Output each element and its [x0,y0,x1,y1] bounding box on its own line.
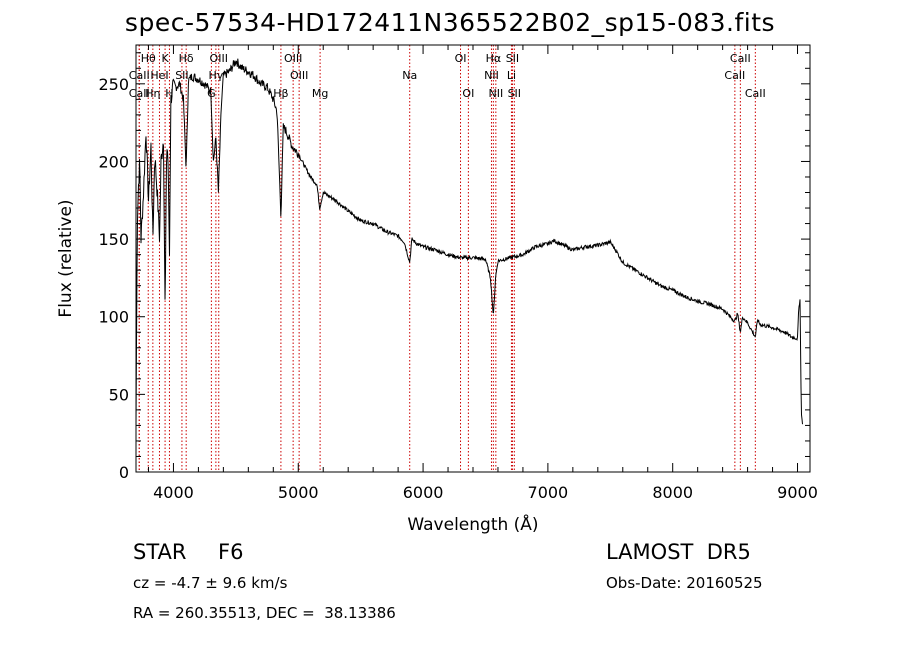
y-tick-label: 200 [98,152,129,171]
y-tick-label: 100 [98,308,129,327]
x-tick-label: 7000 [528,483,569,502]
x-tick-label: 4000 [153,483,194,502]
spectrum-series-line [135,58,803,426]
x-tick-label: 8000 [652,483,693,502]
chart-title: spec-57534-HD172411N365522B02_sp15-083.f… [124,8,776,37]
line-id-label: SII [508,87,521,100]
line-id-label: NII [488,87,503,100]
x-axis-label: Wavelength (Å) [407,513,538,535]
y-tick-label: 250 [98,75,129,94]
coordinates: RA = 260.35513, DEC = 38.13386 [133,604,396,622]
line-id-label: OIII [284,52,302,65]
plot-frame [135,44,811,473]
line-id-label: CaII [129,69,150,82]
line-id-label: NII [484,69,499,82]
redshift-velocity: cz = -4.7 ± 9.6 km/s [133,574,288,592]
line-id-label: CaII [129,87,150,100]
y-tick-label: 0 [119,463,129,482]
line-id-label: SII [175,69,188,82]
y-tick-label: 150 [98,230,129,249]
line-id-label: SII [506,52,519,65]
observation-date: Obs-Date: 20160525 [606,574,763,592]
line-id-label: Hη [145,87,160,100]
line-id-label: CaII [730,52,751,65]
line-id-label: OIII [290,69,308,82]
line-id-label: HeI [150,69,168,82]
object-subclass: F6 [218,540,244,564]
y-axis-label: Flux (relative) [56,199,76,317]
line-id-label: Hδ [179,52,194,65]
x-tick-label: 9000 [777,483,818,502]
x-tick-label: 5000 [278,483,319,502]
line-id-label: Mg [312,87,328,100]
line-id-label: Li [507,69,516,82]
line-id-label: G [207,87,216,100]
line-id-label: CaII [745,87,766,100]
line-id-label: H [165,87,173,100]
line-id-label: Na [402,69,417,82]
line-id-label: OI [455,52,467,65]
line-id-label: Hγ [208,69,223,82]
line-id-label: Hθ [141,52,156,65]
line-id-label: Hβ [273,87,288,100]
line-id-label: Hα [486,52,502,65]
object-class: STAR [133,540,187,564]
x-tick-label: 6000 [403,483,444,502]
y-tick-label: 50 [109,385,129,404]
survey-label: LAMOST DR5 [606,540,751,564]
line-id-label: K [161,52,169,65]
line-id-label: OI [462,87,474,100]
line-id-label: OIII [210,52,228,65]
line-id-label: CaII [724,69,745,82]
